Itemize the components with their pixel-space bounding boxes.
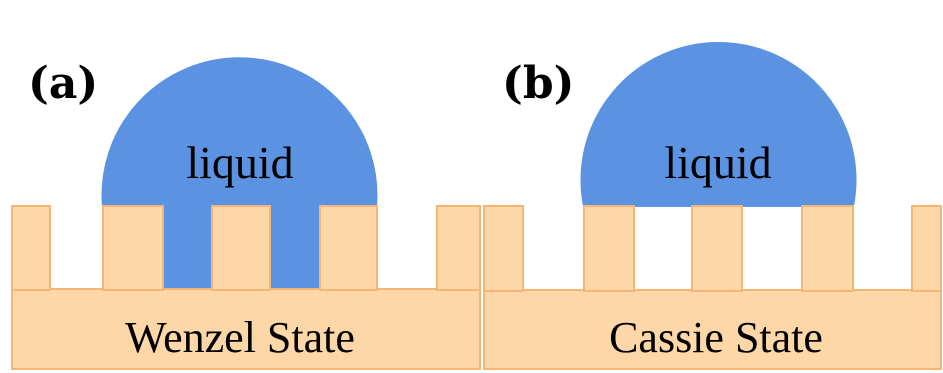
panel-a-wenzel: (a) liquid Wenzel State <box>11 57 481 370</box>
panel-a-liquid-groove-1 <box>163 205 212 290</box>
panel-a-label: (a) <box>28 58 98 109</box>
panel-b-label: (b) <box>502 58 574 109</box>
panel-a-droplet <box>101 57 378 290</box>
panel-a-state-label: Wenzel State <box>125 313 355 362</box>
panel-b-droplet <box>580 41 857 207</box>
panel-a-pillar-3 <box>211 205 271 291</box>
panel-b-pillar-2 <box>583 205 635 292</box>
panel-a-pillar-4 <box>319 205 378 291</box>
panel-b-substrate-base <box>483 289 942 370</box>
panel-a-pillar-2 <box>102 205 164 291</box>
panel-a-liquid-label: liquid <box>186 137 293 188</box>
panel-b-pillar-4 <box>801 205 854 292</box>
panel-a-liquid-groove-2 <box>270 205 320 290</box>
panel-b-state-label: Cassie State <box>609 313 823 362</box>
panel-a-droplet-cap <box>101 57 378 208</box>
panel-b-liquid-label: liquid <box>664 137 771 188</box>
panel-b-pillar-1 <box>483 205 524 292</box>
panel-a-pillar-5 <box>436 205 481 291</box>
panel-b-cassie: (b) liquid Cassie State <box>483 41 942 370</box>
panel-b-pillar-5 <box>911 205 942 292</box>
panel-b-pillar-3 <box>691 205 743 292</box>
panel-a-pillar-1 <box>11 205 51 291</box>
